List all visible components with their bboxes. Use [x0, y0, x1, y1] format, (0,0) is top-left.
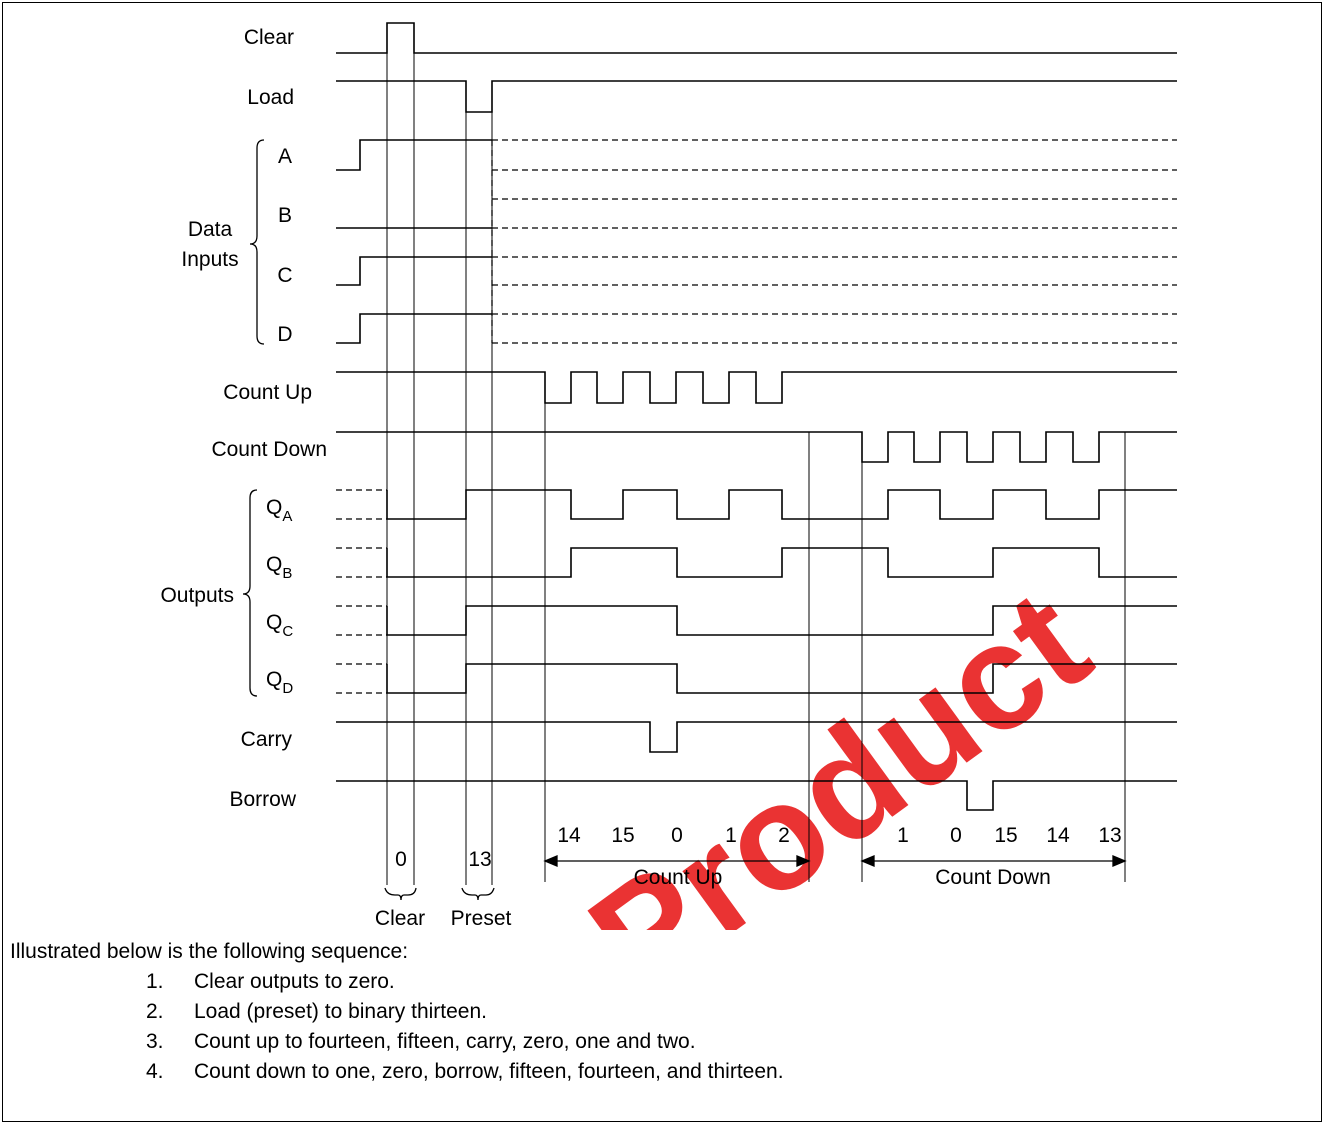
preset-brace: [461, 887, 495, 901]
clear-wave: [336, 22, 1177, 54]
count-down-wave: [336, 431, 1177, 463]
count-down-value: 14: [1046, 824, 1070, 847]
borrow-label: Borrow: [229, 788, 296, 811]
count-down-label: Count Down: [211, 438, 327, 461]
dont-care-lines: [336, 139, 1177, 694]
clear-brace: [384, 887, 417, 901]
clear-label: Clear: [244, 26, 294, 49]
b-label: B: [278, 204, 292, 227]
count-down-value: 13: [1098, 824, 1121, 847]
d-wave: [336, 313, 492, 344]
step-number: 3.: [146, 1030, 164, 1053]
count-up-value: 0: [671, 824, 683, 847]
qa-wave: [386, 489, 1177, 520]
qb-wave: [386, 547, 1177, 578]
count-up-value: 15: [611, 824, 634, 847]
data-inputs-brace: [249, 139, 265, 345]
load-label: Load: [247, 86, 294, 109]
a-wave: [336, 139, 492, 171]
count-down-value: 15: [994, 824, 1017, 847]
data-inputs-label-line2: Inputs: [181, 248, 238, 271]
state-values: 0 13 14 15 0 1 2 1 0 15 14 13 Count Up C…: [375, 824, 1122, 930]
carry-label: Carry: [241, 728, 293, 751]
count-up-wave: [336, 371, 1177, 404]
step-number: 4.: [146, 1060, 164, 1083]
notes-intro: Illustrated below is the following seque…: [10, 940, 409, 963]
qa-label: QA: [266, 496, 292, 525]
qc-wave: [386, 605, 1177, 636]
count-up-value: 2: [778, 824, 790, 847]
qd-label: QD: [266, 668, 293, 697]
d-label: D: [277, 323, 292, 346]
count-up-span-label: Count Up: [634, 866, 723, 889]
count-down-span-label: Count Down: [935, 866, 1051, 889]
count-up-value: 1: [725, 824, 737, 847]
clear-state-value: 0: [395, 848, 407, 871]
count-up-label: Count Up: [223, 381, 312, 404]
c-wave: [336, 256, 492, 286]
signal-labels: Clear Load A B C D Data Inputs Count Up …: [160, 26, 327, 811]
preset-state-value: 13: [468, 848, 491, 871]
step-text: Count down to one, zero, borrow, fifteen…: [194, 1060, 784, 1083]
data-inputs-label-line1: Data: [188, 218, 233, 241]
step-text: Clear outputs to zero.: [194, 970, 395, 993]
outputs-brace: [242, 489, 258, 697]
step-text: Load (preset) to binary thirteen.: [194, 1000, 487, 1023]
count-down-value: 1: [897, 824, 909, 847]
qb-label: QB: [266, 553, 292, 582]
a-label: A: [278, 145, 292, 168]
timing-diagram: Product: [160, 22, 1177, 930]
braces: [242, 139, 495, 901]
step-number: 2.: [146, 1000, 164, 1023]
count-down-value: 0: [950, 824, 962, 847]
arrows: [543, 855, 1127, 867]
step-text: Count up to fourteen, fifteen, carry, ze…: [194, 1030, 696, 1053]
qc-label: QC: [266, 611, 293, 640]
outputs-label: Outputs: [160, 584, 234, 607]
step-number: 1.: [146, 970, 164, 993]
carry-wave: [336, 721, 1177, 753]
reference-lines: [386, 23, 1126, 885]
preset-span-label: Preset: [451, 907, 512, 930]
qd-wave: [386, 663, 1177, 694]
load-wave: [336, 80, 1177, 113]
clear-span-label: Clear: [375, 907, 425, 930]
c-label: C: [277, 264, 292, 287]
count-up-value: 14: [557, 824, 581, 847]
